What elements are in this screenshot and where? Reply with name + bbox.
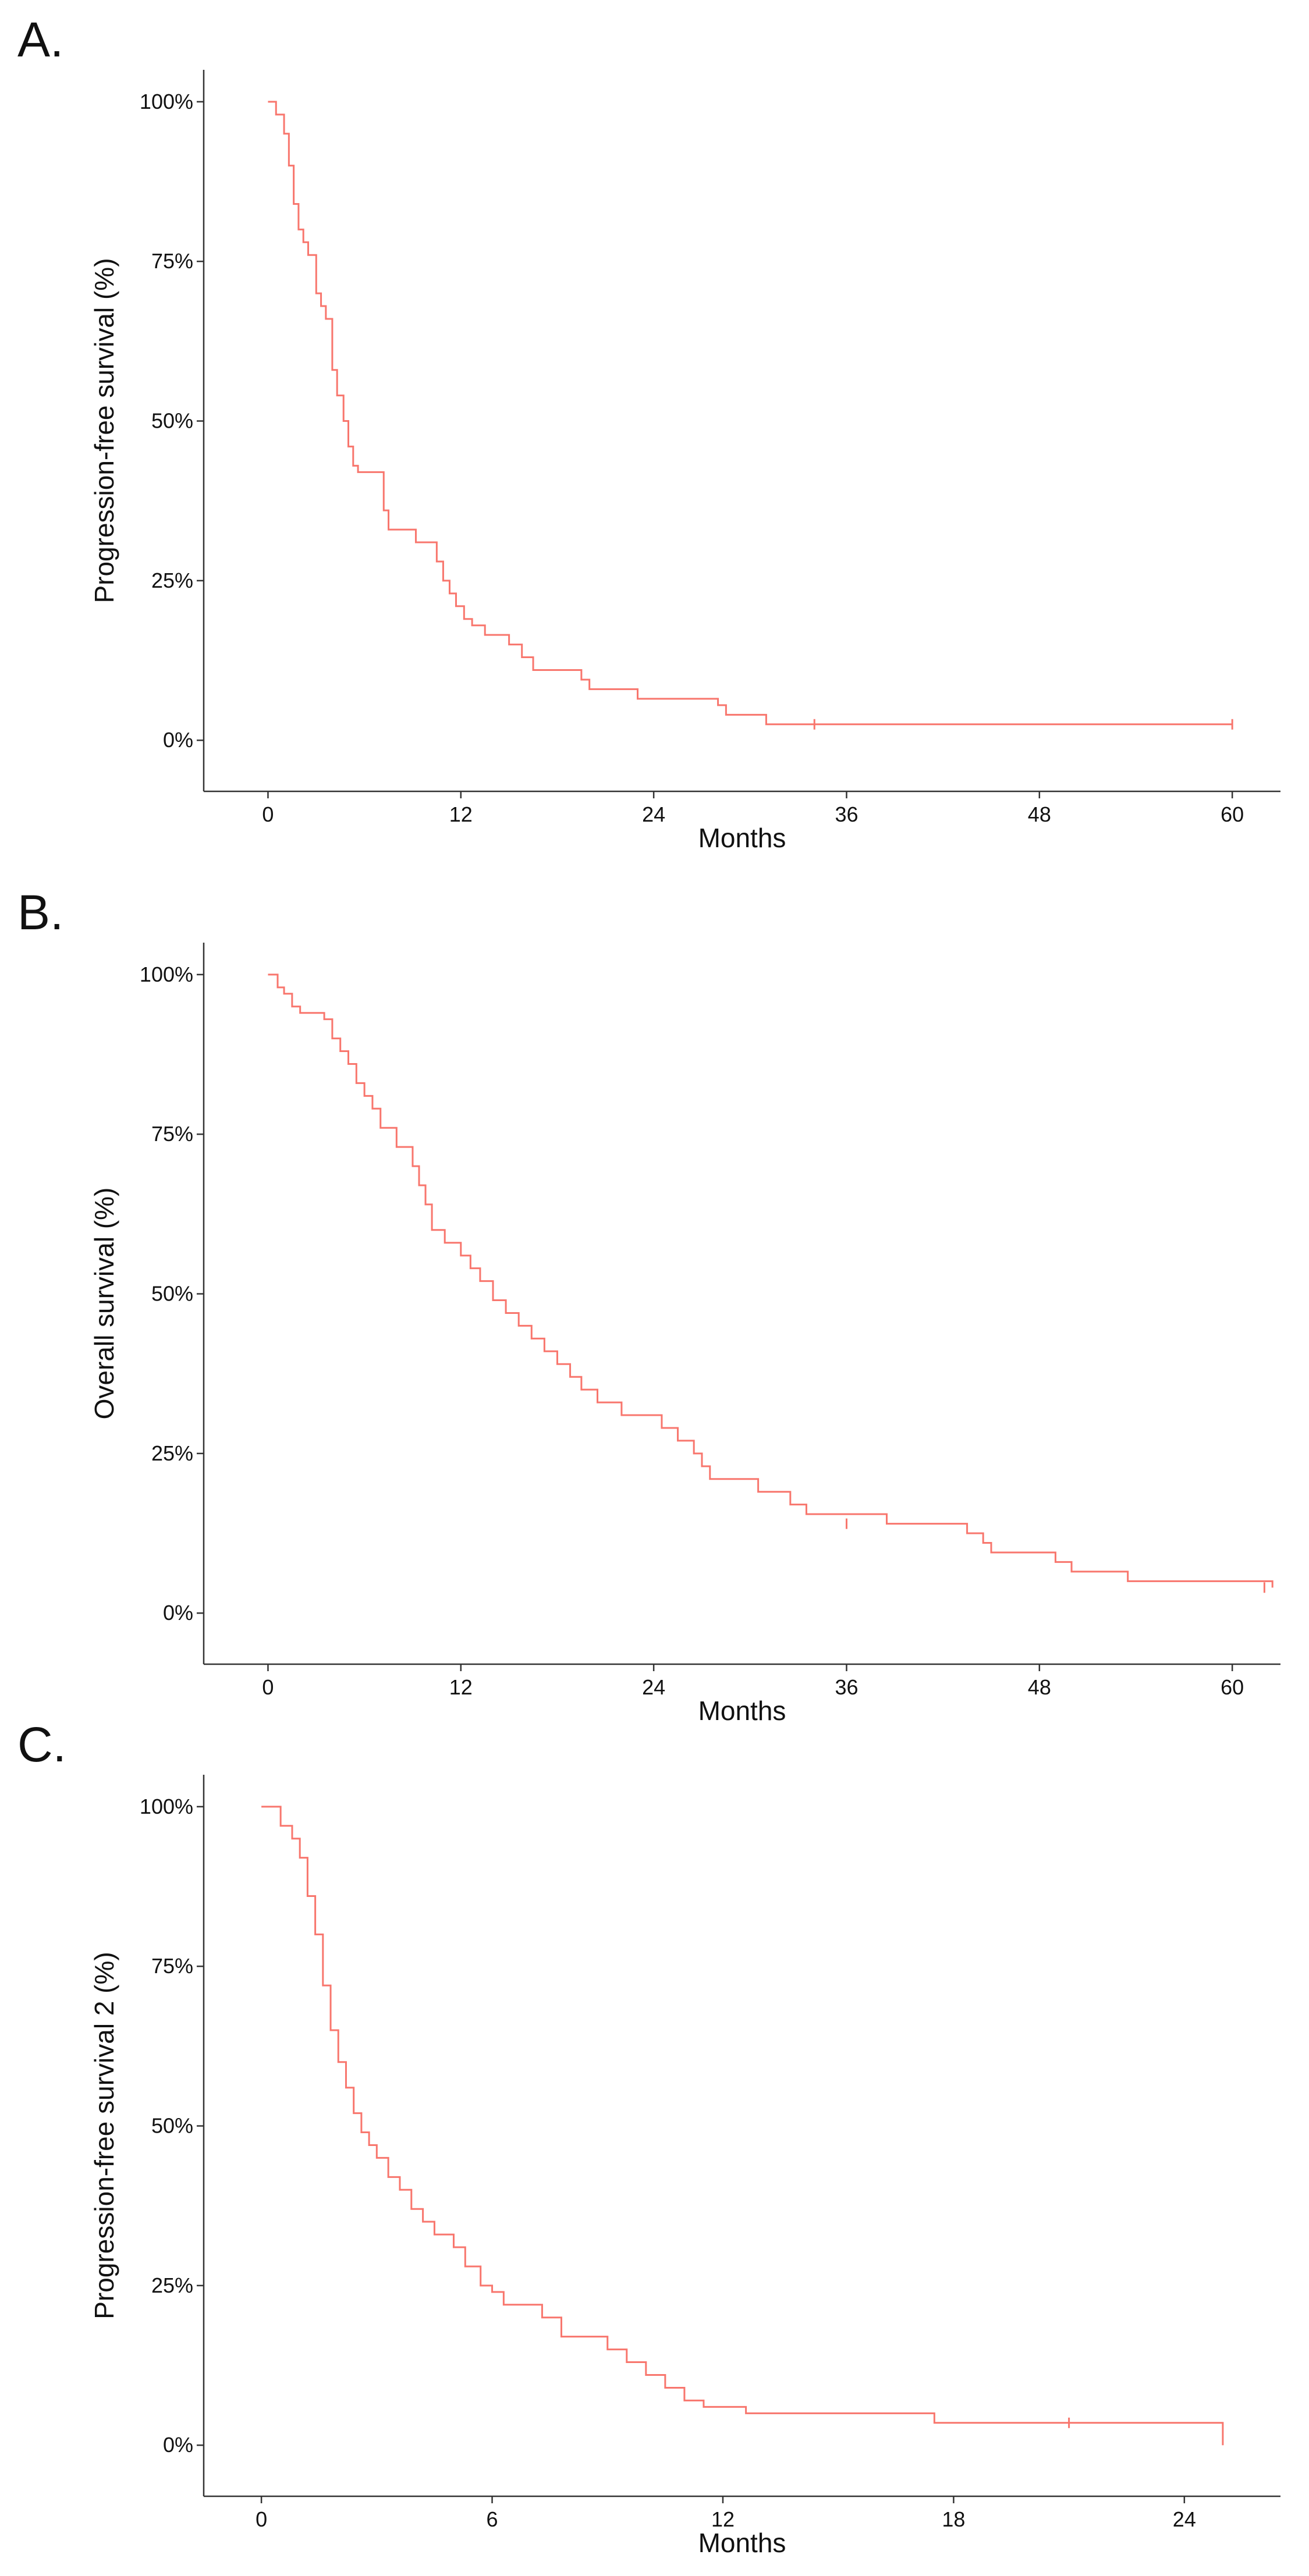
km-chart-a: 0% 25% 50% 75% 100% 0 12 24 36 48 60 Months Progress…: [89, 70, 1280, 853]
x-tick-label: 12: [449, 1675, 473, 1699]
x-tick-label: 60: [1221, 802, 1244, 826]
panel-label: C.: [17, 1717, 66, 1772]
y-tick-label: 50%: [151, 2114, 193, 2138]
y-tick-label: 75%: [151, 1122, 193, 1146]
x-axis-title: Months: [698, 2528, 786, 2558]
panel-a: A. 0% 25% 50% 75% 100% 0 12 24 36 48 60 Months Progr…: [0, 12, 1309, 867]
survival-curve: [261, 1806, 1224, 2446]
panel-b: B. 0% 25% 50% 75% 100% 0 12 24 36 48 60 Months Overa…: [0, 884, 1309, 1740]
km-chart-b: 0% 25% 50% 75% 100% 0 12 24 36 48 60 Months Overall …: [89, 943, 1280, 1726]
x-tick-label: 12: [449, 802, 473, 826]
panel-label: B.: [17, 885, 64, 940]
x-tick-label: 48: [1028, 802, 1051, 826]
x-tick-label: 0: [256, 2507, 267, 2531]
x-tick-label: 36: [835, 1675, 858, 1699]
y-tick-label: 100%: [140, 1795, 193, 1818]
y-axis-title: Progression-free survival 2 (%): [89, 1952, 119, 2319]
x-axis-title: Months: [698, 823, 786, 853]
y-tick-label: 25%: [151, 569, 193, 592]
y-tick-label: 75%: [151, 1954, 193, 1978]
km-chart-c: 0% 25% 50% 75% 100% 0 6 12 18 24 Months Progression…: [89, 1775, 1280, 2558]
x-tick-label: 24: [642, 1675, 665, 1699]
y-tick-label: 0%: [163, 728, 193, 752]
x-tick-label: 24: [642, 802, 665, 826]
survival-curve: [268, 973, 1273, 1588]
panel-c: C. 0% 25% 50% 75% 100% 0 6 12 18 24 Months Progress…: [0, 1717, 1309, 2572]
x-tick-label: 36: [835, 802, 858, 826]
y-tick-label: 50%: [151, 1282, 193, 1306]
y-tick-label: 0%: [163, 2433, 193, 2457]
x-tick-label: 24: [1173, 2507, 1196, 2531]
y-tick-label: 0%: [163, 1601, 193, 1625]
y-axis-title: Progression-free survival (%): [89, 258, 119, 603]
x-tick-label: 18: [942, 2507, 965, 2531]
y-tick-label: 100%: [140, 90, 193, 113]
x-tick-label: 60: [1221, 1675, 1244, 1699]
x-tick-label: 0: [262, 1675, 274, 1699]
y-tick-label: 50%: [151, 409, 193, 433]
y-tick-label: 100%: [140, 962, 193, 986]
x-tick-label: 12: [711, 2507, 735, 2531]
y-tick-label: 25%: [151, 2273, 193, 2297]
x-axis-title: Months: [698, 1696, 786, 1726]
x-tick-label: 48: [1028, 1675, 1051, 1699]
panel-label: A.: [17, 12, 64, 67]
survival-curve: [268, 101, 1233, 726]
y-tick-label: 75%: [151, 249, 193, 273]
y-axis-title: Overall survival (%): [89, 1188, 119, 1420]
y-tick-label: 25%: [151, 1441, 193, 1465]
x-tick-label: 6: [487, 2507, 498, 2531]
x-tick-label: 0: [262, 802, 274, 826]
